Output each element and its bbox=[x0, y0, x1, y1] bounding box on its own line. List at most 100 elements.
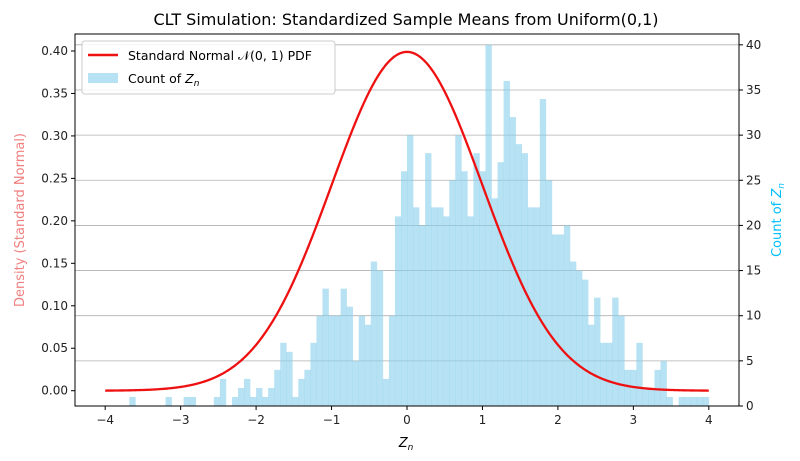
x-tick-label: 4 bbox=[705, 413, 713, 427]
left-y-tick-label: 0.30 bbox=[41, 129, 68, 143]
histogram-bar bbox=[588, 324, 595, 406]
right-y-tick-label: 20 bbox=[746, 218, 761, 232]
histogram-bar bbox=[213, 396, 221, 406]
histogram-bar bbox=[455, 135, 462, 406]
histogram-bar bbox=[280, 342, 287, 406]
histogram-bar bbox=[533, 207, 541, 406]
left-y-tick-label: 0.20 bbox=[41, 214, 68, 228]
histogram-bar bbox=[382, 378, 390, 406]
histogram-bar bbox=[298, 378, 305, 406]
x-tick-label: 0 bbox=[403, 413, 411, 427]
histogram-bar bbox=[189, 396, 197, 406]
histogram-bar bbox=[268, 387, 275, 406]
histogram-bar bbox=[352, 360, 360, 406]
histogram-bar bbox=[660, 360, 667, 406]
x-tick-label: 1 bbox=[479, 413, 487, 427]
left-y-axis-label: Density (Standard Normal) bbox=[13, 133, 28, 307]
histogram-bar bbox=[407, 135, 414, 406]
histogram-bar bbox=[183, 396, 190, 406]
histogram-bar bbox=[576, 270, 583, 406]
histogram-bar bbox=[431, 207, 438, 406]
histogram-bar bbox=[443, 216, 450, 406]
histogram-bar bbox=[437, 207, 444, 406]
left-y-tick-label: 0.25 bbox=[41, 171, 68, 185]
right-y-tick-label: 35 bbox=[746, 83, 761, 97]
histogram-bar bbox=[129, 396, 136, 406]
histogram-bar bbox=[256, 387, 263, 406]
histogram-bar bbox=[485, 44, 492, 406]
histogram-bar bbox=[491, 198, 498, 406]
histogram-bar bbox=[612, 297, 619, 406]
histogram-bar bbox=[678, 396, 685, 406]
histogram-bar bbox=[702, 396, 710, 406]
histogram-bar bbox=[250, 396, 257, 406]
histogram-bars bbox=[129, 44, 710, 407]
right-y-tick-label: 10 bbox=[746, 309, 761, 323]
right-y-tick-label: 15 bbox=[746, 264, 761, 278]
legend-bar-swatch bbox=[88, 73, 118, 83]
histogram-bar bbox=[569, 261, 577, 406]
normal-pdf-curve bbox=[105, 50, 709, 392]
right-y-axis-label: Count of Zn​ bbox=[770, 183, 787, 257]
histogram-bar bbox=[370, 261, 378, 406]
right-y-tick-label: 0 bbox=[746, 399, 754, 413]
right-y-tick-label: 40 bbox=[746, 38, 761, 52]
left-y-tick-label: 0.40 bbox=[41, 44, 68, 58]
legend-label-normal-pdf: Standard Normal 𝒩(0, 1) PDF bbox=[128, 48, 312, 63]
left-y-tick-label: 0.15 bbox=[41, 256, 68, 270]
histogram-bar bbox=[624, 369, 631, 406]
histogram-bar bbox=[467, 216, 474, 406]
histogram-bar bbox=[503, 80, 510, 407]
histogram-bar bbox=[521, 153, 529, 406]
x-tick-label: −4 bbox=[96, 413, 114, 427]
histogram-bar bbox=[310, 342, 317, 406]
left-y-tick-label: 0.35 bbox=[41, 86, 68, 100]
right-y-tick-label: 30 bbox=[746, 128, 761, 142]
left-y-tick-label: 0.00 bbox=[41, 384, 68, 398]
histogram-bar bbox=[346, 306, 353, 406]
histogram-bar bbox=[545, 180, 553, 406]
left-y-tick-label: 0.10 bbox=[41, 299, 68, 313]
histogram-bar bbox=[394, 216, 402, 406]
histogram-bar bbox=[527, 207, 535, 406]
x-tick-label: 3 bbox=[630, 413, 638, 427]
histogram-bar bbox=[606, 342, 613, 406]
histogram-bar bbox=[334, 315, 341, 406]
histogram-bar bbox=[292, 396, 299, 406]
histogram-bar bbox=[582, 279, 589, 406]
tick-labels: −4 −3 −2 −1 0 1 2 3 4 0.00 0.05 0.10 0.15 0.20 0.25 0.3… bbox=[41, 38, 761, 427]
histogram-bar bbox=[449, 180, 456, 406]
histogram-bar bbox=[376, 270, 384, 406]
axes bbox=[71, 33, 743, 410]
histogram-bar bbox=[539, 99, 547, 407]
x-axis-label: Zn​ bbox=[398, 436, 414, 453]
histogram-bar bbox=[666, 396, 673, 406]
histogram-bar bbox=[419, 225, 426, 406]
histogram-bar bbox=[165, 396, 172, 406]
x-tick-label: −1 bbox=[323, 413, 341, 427]
histogram-bar bbox=[594, 297, 601, 406]
chart-title: CLT Simulation: Standardized Sample Mean… bbox=[153, 10, 658, 29]
histogram-bar bbox=[557, 234, 565, 406]
right-y-tick-label: 25 bbox=[746, 173, 761, 187]
x-tick-label: −2 bbox=[247, 413, 265, 427]
histogram-bar bbox=[479, 171, 486, 406]
histogram-bar bbox=[497, 162, 504, 406]
histogram-bar bbox=[400, 171, 408, 406]
histogram-bar bbox=[286, 351, 293, 406]
histogram-bar bbox=[328, 315, 335, 406]
histogram-bar bbox=[316, 315, 323, 406]
legend-label-count: Count of Zn​ bbox=[128, 71, 200, 89]
normal-pdf-curve-layer bbox=[105, 50, 709, 392]
histogram-bar bbox=[642, 387, 649, 406]
histogram-bar bbox=[684, 396, 692, 406]
histogram-bar bbox=[618, 315, 625, 406]
x-tick-label: 2 bbox=[554, 413, 562, 427]
histogram-bar bbox=[551, 234, 559, 406]
histogram-bar bbox=[304, 369, 311, 406]
left-y-tick-label: 0.05 bbox=[41, 341, 68, 355]
histogram-bar bbox=[413, 207, 420, 406]
histogram-bar bbox=[696, 396, 704, 406]
histogram-bar bbox=[690, 396, 698, 406]
